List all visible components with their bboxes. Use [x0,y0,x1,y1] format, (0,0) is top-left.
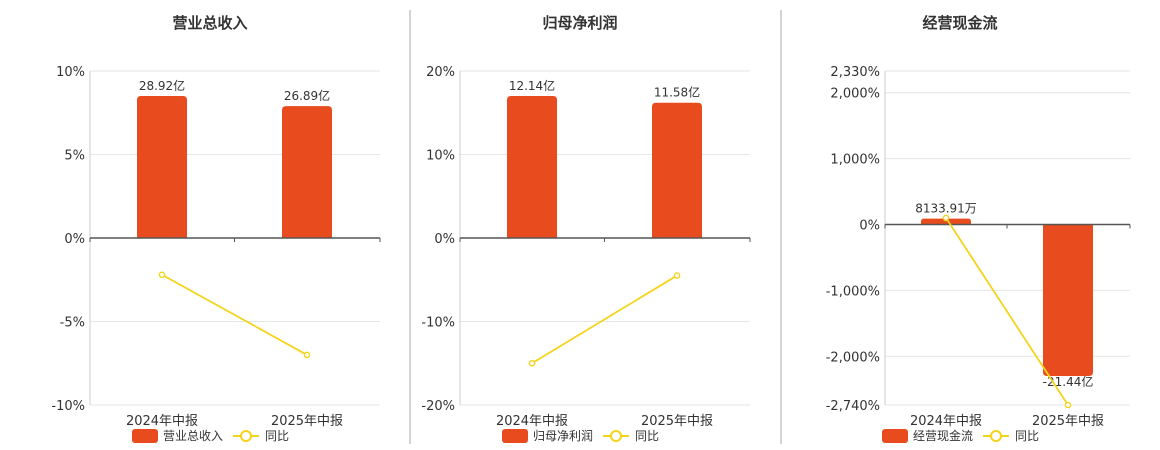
bar-3-1 [921,218,971,225]
legend-line-marker [990,430,1002,442]
bar-1-1 [137,96,187,238]
line-point-2-1 [528,359,536,367]
bar-data-label: 12.14亿 [509,78,555,93]
legend-line-marker [240,430,252,442]
chart-title-1: 营业总收入 [172,14,247,32]
bar-2-1 [507,96,557,238]
legend-bar-swatch [132,429,158,443]
legend-bar-label: 归母净利润 [533,429,593,443]
legend-line-marker [610,430,622,442]
legend-line-label: 同比 [265,429,289,443]
legend-line-label: 同比 [635,429,659,443]
legend-bar-swatch [502,429,528,443]
bar-data-label: 28.92亿 [139,78,185,93]
chart-title-2: 归母净利润 [542,14,617,32]
y-tick-label: 1,000% [830,153,880,168]
y-tick-label: -10% [421,316,455,331]
y-tick-label: 2,000% [830,87,880,102]
y-tick-label: -5% [60,316,85,331]
x-category-label: 2024年中报 [126,414,198,429]
y-tick-label: 0% [64,232,85,247]
line-series-3 [945,217,1069,406]
y-tick-label: 5% [64,149,85,164]
y-tick-label: 10% [56,65,85,80]
bar-2-2 [652,102,702,238]
y-tick-label: 0% [859,218,880,233]
y-tick-label: -10% [51,399,85,414]
line-point-2-2 [673,272,681,279]
legend-bar-swatch [882,429,908,443]
y-tick-label: -2,740% [826,399,880,414]
chart-title-3: 经营现金流 [922,14,997,32]
y-tick-label: 10% [426,149,455,164]
bar-data-label: 26.89亿 [284,88,330,103]
x-category-label: 2025年中报 [271,414,343,429]
legend-line-label: 同比 [1015,429,1039,443]
bar-3-2 [1043,224,1093,377]
y-tick-label: 0% [434,232,455,247]
legend-bar-label: 经营现金流 [913,428,973,443]
line-point-3-1 [942,214,950,222]
x-category-label: 2024年中报 [910,414,982,429]
y-tick-label: 2,330% [830,65,880,80]
bar-1-2 [282,106,332,238]
line-point-1-1 [158,271,166,279]
y-tick-label: 20% [426,65,455,80]
line-point-3-2 [1064,401,1072,409]
x-category-label: 2025年中报 [1032,414,1104,429]
bar-data-label: 11.58亿 [654,85,700,100]
line-series-1 [161,273,308,356]
x-category-label: 2024年中报 [496,414,568,429]
x-category-label: 2025年中报 [641,414,713,429]
line-series-2 [531,274,678,365]
y-tick-label: -2,000% [826,350,880,365]
bar-data-label: 8133.91万 [915,202,977,216]
y-tick-label: -1,000% [826,284,880,299]
line-point-1-2 [303,351,311,359]
legend-bar-label: 营业总收入 [163,429,223,443]
y-tick-label: -20% [421,399,455,414]
